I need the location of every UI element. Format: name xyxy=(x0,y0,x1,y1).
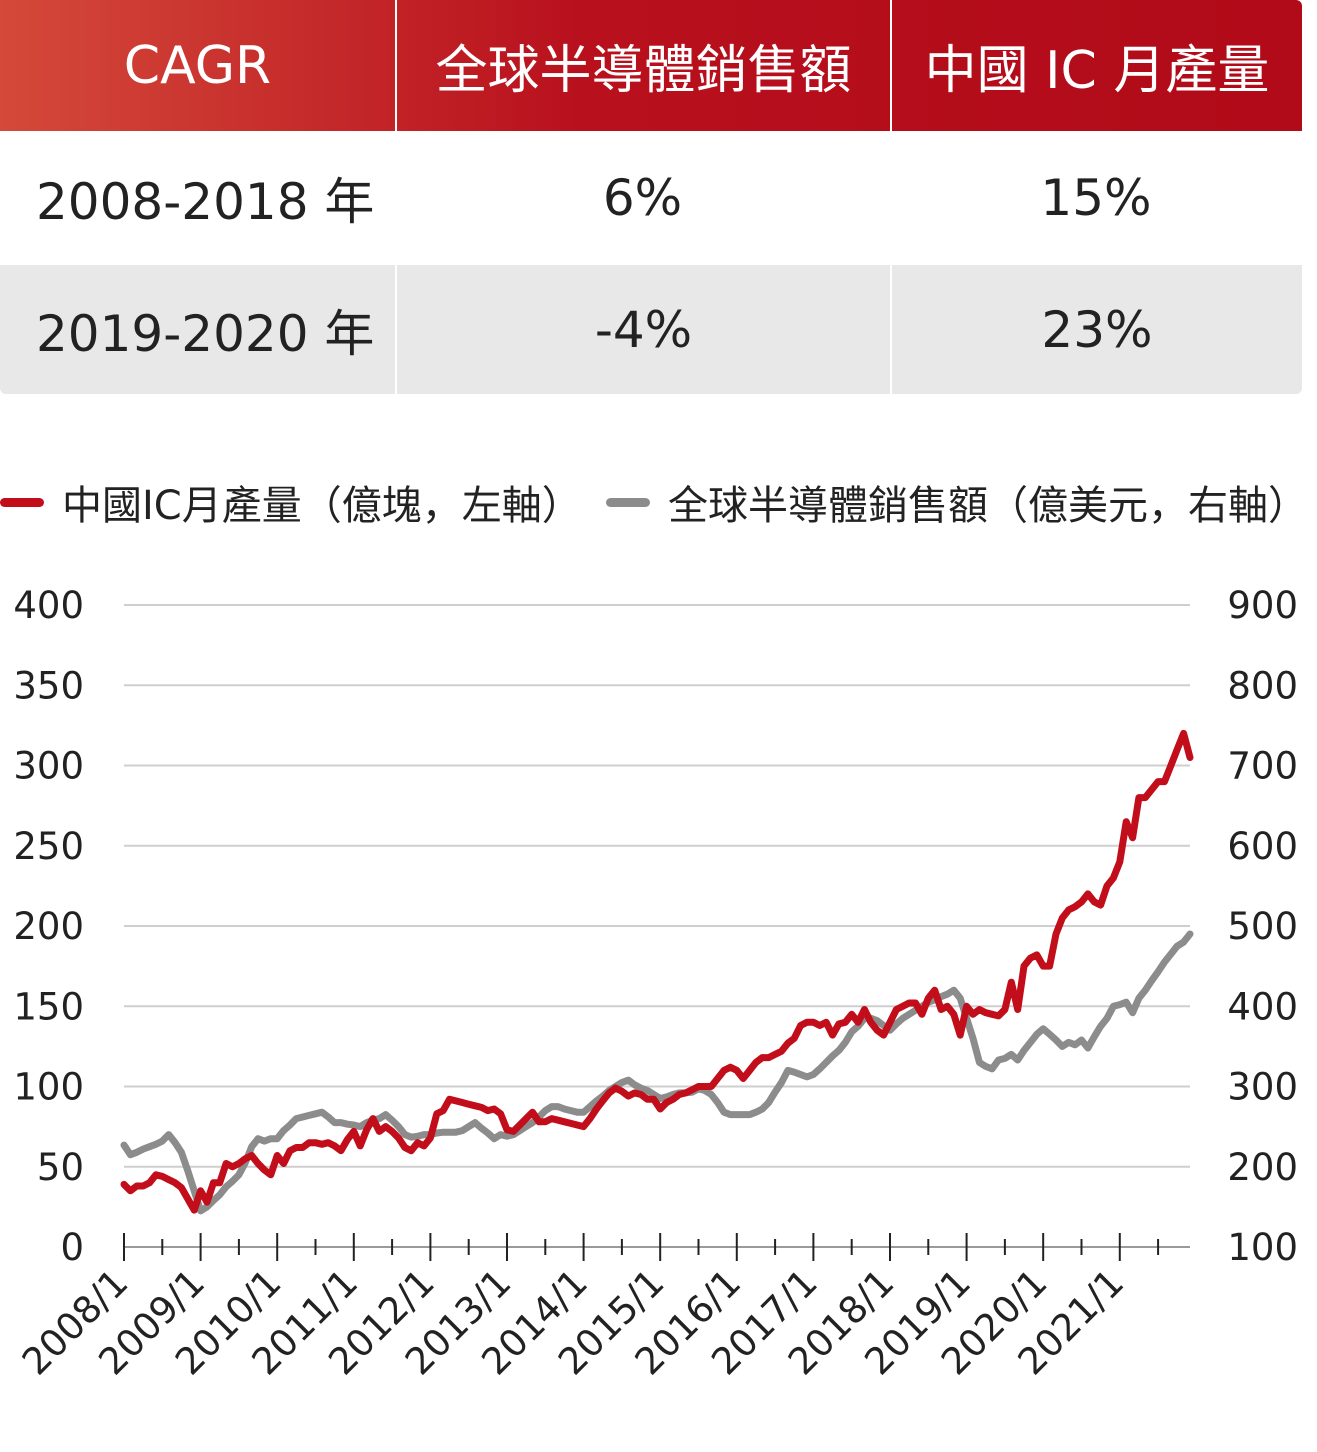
legend-swatch-gray xyxy=(606,497,650,507)
left-axis-tick-labels: 0 50 100 150 200 250 300 350 400 xyxy=(13,584,84,1269)
row-period-label: 2008-2018 年 xyxy=(36,173,375,231)
legend-swatch-red xyxy=(0,497,44,507)
header-cagr: CAGR xyxy=(123,35,272,96)
right-axis-tick-label: 200 xyxy=(1227,1146,1298,1189)
row-china-ic-value: 23% xyxy=(890,265,1302,394)
right-axis-tick-label: 100 xyxy=(1227,1226,1298,1269)
chart-legend: 中國IC月產量（億塊，左軸） 全球半導體銷售額（億美元，右軸） xyxy=(0,474,1317,530)
left-axis-tick-label: 50 xyxy=(37,1146,84,1189)
right-axis-tick-label: 700 xyxy=(1227,745,1298,788)
gridlines xyxy=(124,604,1190,1168)
row-global-sales-value: 6% xyxy=(602,169,683,227)
right-axis-tick-label: 300 xyxy=(1227,1066,1298,1109)
legend-item-global-sales: 全球半導體銷售額（億美元，右軸） xyxy=(606,474,1308,530)
left-axis-tick-label: 0 xyxy=(60,1226,84,1269)
series-line-china-ic-output xyxy=(120,729,1194,1214)
line-chart: 0 50 100 150 200 250 300 350 400 100 200 300 400 500… xyxy=(13,584,1298,1383)
row-period-label: 2019-2020 年 xyxy=(36,304,375,363)
table-header-row: CAGR 全球半導體銷售額 中國 IC 月產量 xyxy=(0,0,1302,131)
cagr-table: CAGR 全球半導體銷售額 中國 IC 月產量 2008-2018 年 6% 1… xyxy=(0,0,1302,394)
legend-label-china-ic: 中國IC月產量（億塊，左軸） xyxy=(62,483,582,529)
right-axis-tick-label: 900 xyxy=(1227,584,1298,627)
series-line-global-semiconductor-sales xyxy=(120,930,1194,1215)
right-axis-tick-label: 500 xyxy=(1227,905,1298,948)
right-axis-tick-label: 800 xyxy=(1227,664,1298,707)
series-lines xyxy=(120,729,1194,1215)
table-row: 2019-2020 年 -4% 23% xyxy=(0,265,1302,394)
right-axis-tick-label: 400 xyxy=(1227,985,1298,1028)
left-axis-tick-label: 250 xyxy=(13,825,84,868)
left-axis-tick-label: 100 xyxy=(13,1066,84,1109)
left-axis-tick-label: 350 xyxy=(13,664,84,707)
legend-item-china-ic: 中國IC月產量（億塊，左軸） xyxy=(0,474,582,530)
right-axis-tick-label: 600 xyxy=(1227,825,1298,868)
left-axis-tick-label: 400 xyxy=(13,584,84,627)
table-row: 2008-2018 年 6% 15% xyxy=(0,131,1302,265)
left-axis-tick-label: 150 xyxy=(13,985,84,1028)
header-global-sales: 全球半導體銷售額 xyxy=(395,0,890,131)
left-axis-tick-label: 300 xyxy=(13,745,84,788)
left-axis-tick-label: 200 xyxy=(13,905,84,948)
right-axis-tick-labels: 100 200 300 400 500 600 700 800 900 xyxy=(1227,584,1298,1269)
legend-label-global-sales: 全球半導體銷售額（億美元，右軸） xyxy=(668,483,1308,529)
row-global-sales-value: -4% xyxy=(395,265,890,394)
row-china-ic-value: 15% xyxy=(1040,169,1152,227)
header-china-ic-output: 中國 IC 月產量 xyxy=(890,0,1302,131)
x-axis: 2008/12009/12010/12011/12012/12013/12014… xyxy=(14,1233,1190,1383)
